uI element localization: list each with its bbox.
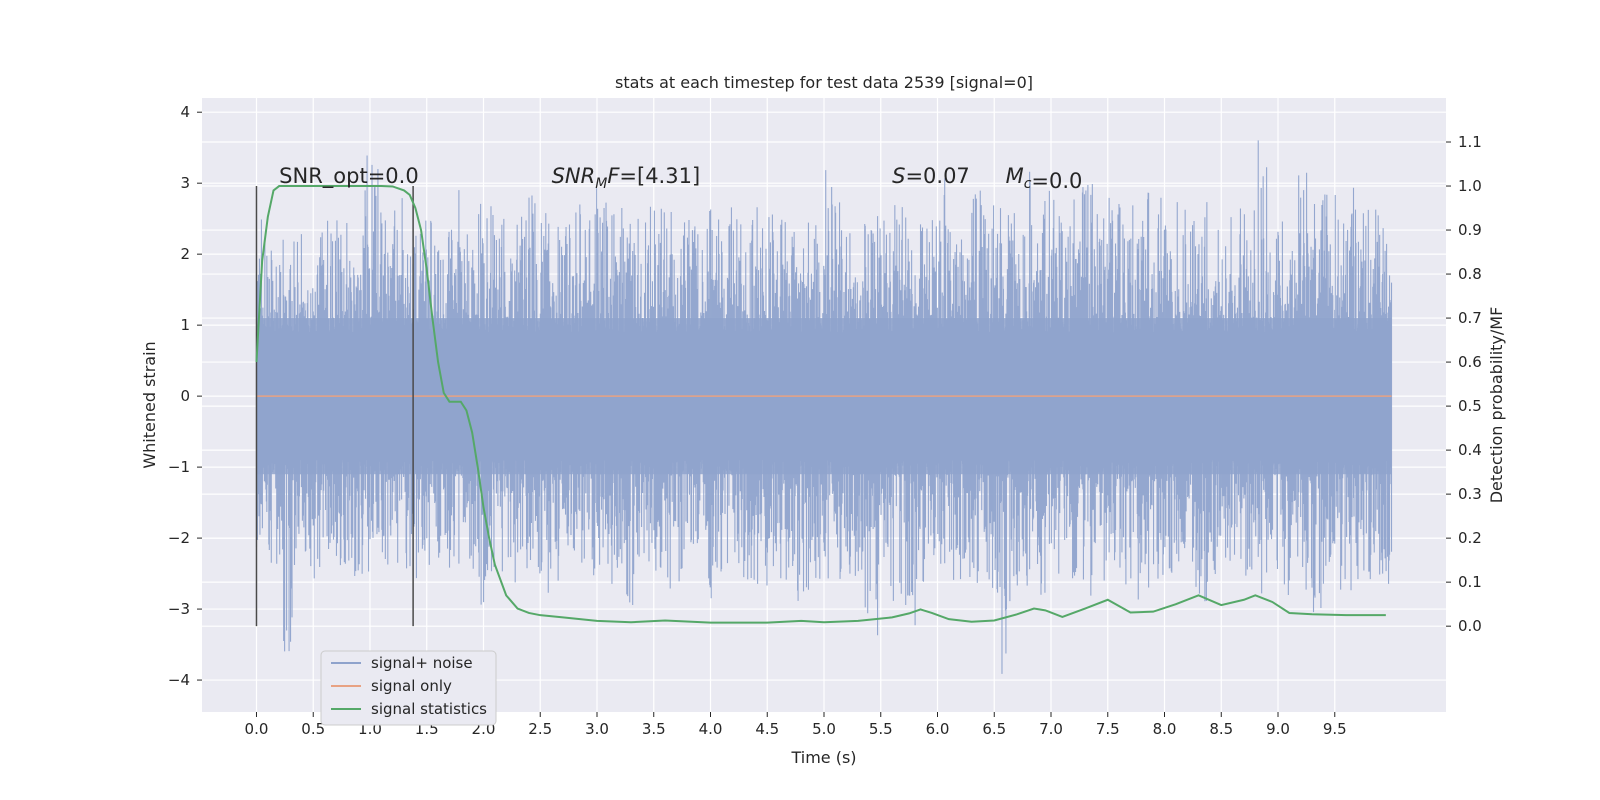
annotation: S=0.07 (892, 164, 970, 188)
y-tick-label: 3 (180, 174, 190, 192)
vertical-markers (255, 186, 414, 627)
x-tick-label: 5.0 (812, 720, 836, 738)
y2-axis-label: Detection probability/MF (1487, 307, 1506, 504)
annotation: SNR_opt=0.0 (279, 164, 419, 189)
y2-tick-label: 0.0 (1458, 617, 1482, 635)
legend: signal+ noise signal only signal statist… (320, 650, 497, 726)
chart-title: stats at each timestep for test data 253… (615, 73, 1033, 92)
y2-tick-label: 0.3 (1458, 485, 1482, 503)
y2-tick-label: 0.2 (1458, 529, 1482, 547)
y2-tick-label: 0.5 (1458, 397, 1482, 415)
legend-label-signal-noise: signal+ noise (371, 654, 473, 672)
x-tick-label: 7.0 (1039, 720, 1063, 738)
y-tick-label: −2 (168, 529, 190, 547)
y-tick-label: 0 (180, 387, 190, 405)
signal-statistics-line (255, 185, 1386, 624)
x-tick-label: 6.0 (926, 720, 950, 738)
x-tick-label: 3.0 (585, 720, 609, 738)
x-tick-label: 9.5 (1323, 720, 1347, 738)
y2-tick-label: 0.9 (1458, 221, 1482, 239)
x-tick-label: 3.5 (642, 720, 666, 738)
x-tick-label: 4.0 (699, 720, 723, 738)
x-axis-label: Time (s) (790, 748, 856, 767)
x-tick-label: 7.5 (1096, 720, 1120, 738)
x-tick-label: 9.0 (1266, 720, 1290, 738)
legend-label-signal-statistics: signal statistics (371, 700, 487, 718)
x-tick-label: 2.5 (528, 720, 552, 738)
legend-box (320, 650, 497, 726)
ticks: 0.0 0.5 1.0 1.5 2.0 2.5 3.0 3.5 4.0 4.5 5.0 5.5 6.0 6… (168, 103, 1482, 738)
x-tick-label: 8.0 (1153, 720, 1177, 738)
y-tick-label: 1 (180, 316, 190, 334)
y-tick-label: −4 (168, 671, 190, 689)
y-tick-label: −3 (168, 600, 190, 618)
series-signal-statistics (255, 185, 1386, 624)
y2-tick-label: 0.7 (1458, 309, 1482, 327)
legend-label-signal-only: signal only (371, 677, 452, 695)
x-tick-label: 8.5 (1209, 720, 1233, 738)
y2-tick-label: 0.8 (1458, 265, 1482, 283)
y-axis-label: Whitened strain (140, 341, 159, 468)
y2-tick-label: 1.0 (1458, 177, 1482, 195)
y-tick-label: 4 (180, 103, 190, 121)
y2-tick-label: 0.6 (1458, 353, 1482, 371)
annotation: SNRMF=[4.31] (552, 164, 701, 192)
y-tick-label: −1 (168, 458, 190, 476)
x-tick-label: 0.5 (301, 720, 325, 738)
annotation: Mc=0.0 (1006, 164, 1083, 193)
annotations: SNR_opt=0.0 SNRMF=[4.31] S=0.07 Mc=0.0 (279, 164, 1082, 193)
y2-tick-label: 1.1 (1458, 133, 1482, 151)
x-tick-label: 5.5 (869, 720, 893, 738)
y-tick-label: 2 (180, 245, 190, 263)
x-tick-label: 0.0 (245, 720, 269, 738)
x-tick-label: 6.5 (982, 720, 1006, 738)
y2-tick-label: 0.4 (1458, 441, 1482, 459)
y2-tick-label: 0.1 (1458, 573, 1482, 591)
x-tick-label: 4.5 (755, 720, 779, 738)
